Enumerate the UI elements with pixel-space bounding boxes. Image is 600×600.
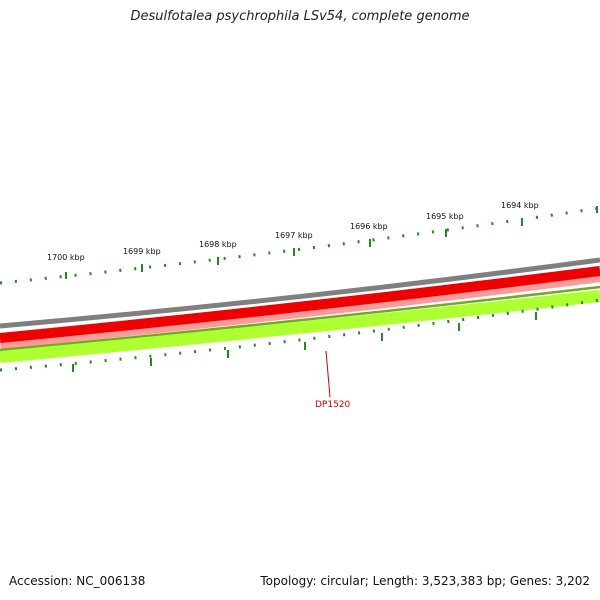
scale-labels: 1700 kbp 1699 kbp 1698 kbp 1697 kbp 1696… — [47, 201, 539, 262]
scale-label-1700: 1700 kbp — [47, 253, 85, 262]
outer-scale-ticks — [0, 206, 600, 285]
scale-label-1697: 1697 kbp — [275, 231, 313, 240]
scale-label-1696: 1696 kbp — [350, 222, 388, 231]
reverse-gene-band-edge — [0, 285, 600, 352]
accession-text: Accession: NC_006138 — [9, 574, 146, 588]
outer-backbone-ring — [0, 257, 600, 329]
reverse-gene-band — [0, 290, 600, 363]
scale-label-1699: 1699 kbp — [123, 247, 161, 256]
gene-label-leader — [325, 350, 331, 398]
inner-major-ticks — [72, 312, 537, 372]
inner-scale-ticks — [0, 298, 600, 372]
scale-label-1694: 1694 kbp — [501, 201, 539, 210]
gene-label-dp1520[interactable]: DP1520 — [315, 400, 351, 410]
genome-title: Desulfotalea psychrophila LSv54, complet… — [130, 9, 470, 24]
scale-label-1698: 1698 kbp — [199, 240, 237, 249]
forward-gene-band — [0, 266, 600, 343]
outer-major-ticks — [65, 206, 598, 279]
genome-summary-text: Topology: circular; Length: 3,523,383 bp… — [260, 574, 590, 588]
scale-label-1695: 1695 kbp — [426, 212, 464, 221]
